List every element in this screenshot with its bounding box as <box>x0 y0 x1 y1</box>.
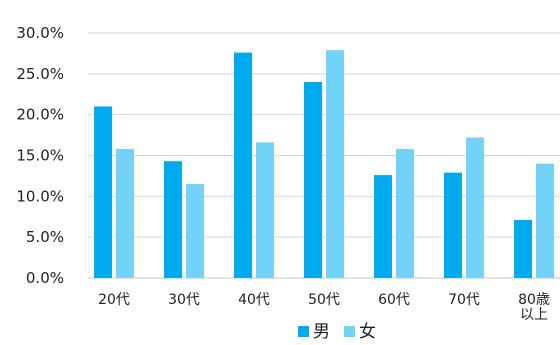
bar-male <box>514 220 532 278</box>
legend: 男女 <box>298 322 376 342</box>
legend-swatch <box>344 326 355 337</box>
bar-female <box>536 163 554 278</box>
bar-male <box>94 106 112 278</box>
bar-male <box>444 172 462 278</box>
x-category-label: 50代 <box>308 292 340 308</box>
y-tick-label: 20.0% <box>16 106 64 124</box>
bar-male <box>164 161 182 278</box>
legend-swatch <box>298 326 309 337</box>
bar-male <box>304 82 322 278</box>
x-category-label: 80歳 <box>518 292 550 308</box>
y-tick-label: 25.0% <box>16 65 64 83</box>
x-category-label: 60代 <box>378 292 410 308</box>
y-tick-label: 0.0% <box>26 269 64 287</box>
bar-male <box>374 175 392 278</box>
bars <box>94 50 554 279</box>
x-category-label: 40代 <box>238 292 270 308</box>
x-category-label: 70代 <box>448 292 480 308</box>
x-category-label: 20代 <box>98 292 130 308</box>
legend-label: 女 <box>359 322 376 342</box>
bar-female <box>186 184 204 278</box>
bar-female <box>396 148 414 278</box>
bar-female <box>256 142 274 278</box>
bar-female <box>466 137 484 278</box>
y-tick-label: 5.0% <box>26 228 64 246</box>
x-category-label: 以上 <box>520 307 548 323</box>
y-tick-label: 15.0% <box>16 147 64 165</box>
bar-female <box>326 50 344 279</box>
bar-female <box>116 148 134 278</box>
gridlines <box>88 32 560 279</box>
x-category-label: 30代 <box>168 292 200 308</box>
legend-label: 男 <box>313 322 330 342</box>
bar-male <box>234 52 252 278</box>
y-tick-label: 10.0% <box>16 187 64 205</box>
y-tick-label: 30.0% <box>16 24 64 42</box>
y-axis-ticks: 0.0% 5.0% 10.0% 15.0% 20.0% 25.0% 30.0% <box>16 24 64 287</box>
